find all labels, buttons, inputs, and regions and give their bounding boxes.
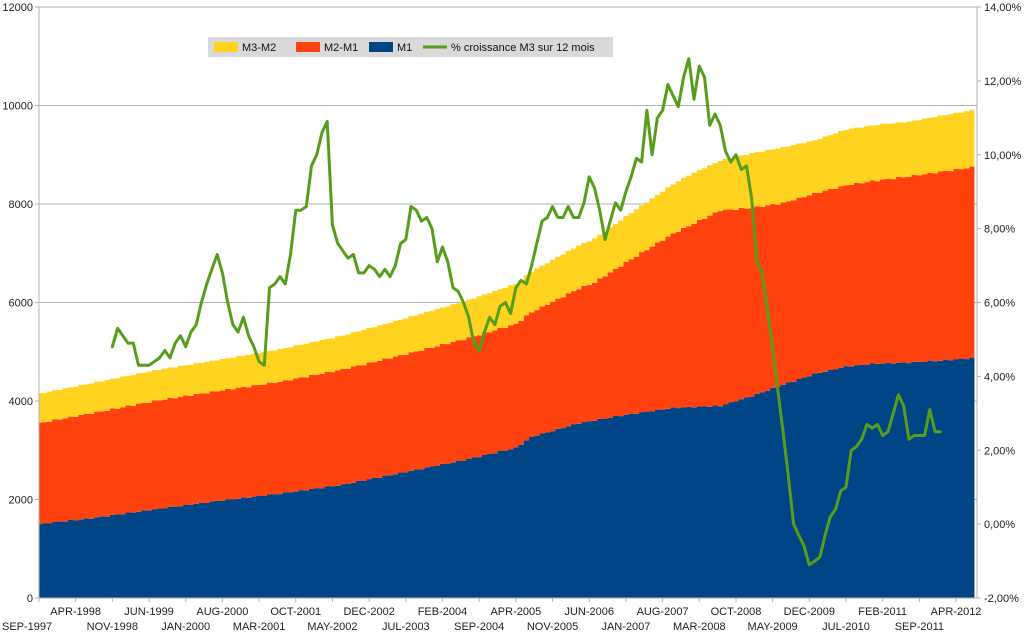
x-tick-label: AUG-2007: [637, 606, 689, 618]
y-tick-label: 0: [27, 593, 33, 605]
x-tick-label: NOV-2005: [527, 621, 578, 633]
x-tick-label: APR-2012: [931, 606, 982, 618]
y-tick-label: 12000: [2, 2, 33, 14]
x-tick-label: OCT-2008: [711, 606, 762, 618]
y2-tick-label: 10,00%: [984, 150, 1022, 162]
y-axis-left: 0 2000 4000 6000 8000 10000 12000: [2, 2, 39, 605]
x-tick-label: JUL-2003: [382, 621, 430, 633]
x-tick-label: AUG-2000: [196, 606, 248, 618]
x-axis: SEP-1997 APR-1998 NOV-1998 JUN-1999 JAN-2000…: [2, 598, 981, 633]
x-tick-label: JAN-2007: [601, 621, 650, 633]
y2-tick-label: -2,00%: [984, 593, 1019, 605]
x-tick-label: DEC-2009: [784, 606, 835, 618]
growth-line-layer: [110, 57, 942, 567]
y2-tick-label: 4,00%: [984, 371, 1015, 383]
x-tick-label: SEP-2004: [454, 621, 504, 633]
x-tick-label: NOV-1998: [87, 621, 138, 633]
y2-tick-label: 12,00%: [984, 76, 1022, 88]
y2-tick-label: 8,00%: [984, 224, 1015, 236]
y-tick-label: 4000: [9, 396, 33, 408]
legend-label-croissance-m3-sur-12-mois: % croissance M3 sur 12 mois: [451, 42, 595, 54]
x-tick-label: MAR-2008: [673, 621, 726, 633]
legend: M3-M2 M2-M1 M1 % croissance M3 sur 12 mois: [208, 37, 613, 57]
y-tick-label: 8000: [9, 199, 33, 211]
y2-tick-label: 2,00%: [984, 445, 1015, 457]
area-m2-m1: [39, 166, 975, 525]
stacked-areas: [39, 110, 975, 598]
x-tick-label: SEP-1997: [2, 621, 52, 633]
x-tick-label: MAR-2001: [233, 621, 286, 633]
x-tick-label: SEP-2011: [895, 621, 944, 633]
x-tick-label: APR-2005: [490, 606, 541, 618]
area-m1: [39, 357, 975, 598]
x-tick-label: OCT-2001: [270, 606, 321, 618]
legend-swatch-m3-m2: [214, 42, 238, 52]
area-m3-m2: [39, 110, 975, 423]
x-tick-label: FEB-2011: [858, 606, 907, 618]
x-tick-label: JUN-2006: [564, 606, 614, 618]
x-tick-label: MAY-2002: [307, 621, 357, 633]
y-axis-right: -2,00% 0,00% 2,00% 4,00% 6,00% 8,00% 10,00% 12,…: [977, 2, 1022, 605]
x-tick-label: JUL-2010: [822, 621, 870, 633]
x-tick-label: DEC-2002: [343, 606, 394, 618]
x-tick-label: JAN-2000: [161, 621, 210, 633]
legend-label-m3-m2: M3-M2: [242, 42, 276, 54]
y2-tick-label: 14,00%: [984, 2, 1022, 14]
y2-tick-label: 0,00%: [984, 519, 1015, 531]
line-m3-growth: [110, 57, 942, 567]
x-tick-label: MAY-2009: [748, 621, 798, 633]
legend-swatch-m2-m1: [296, 42, 320, 52]
y2-tick-label: 6,00%: [984, 298, 1015, 310]
legend-label-m1: M1: [397, 42, 412, 54]
legend-swatch-m1: [369, 42, 393, 52]
y-tick-label: 10000: [2, 101, 33, 113]
x-tick-label: FEB-2004: [418, 606, 468, 618]
y-tick-label: 2000: [9, 495, 33, 507]
legend-label-m2-m1: M2-M1: [324, 42, 358, 54]
x-tick-label: JUN-1999: [124, 606, 174, 618]
x-tick-label: APR-1998: [50, 606, 101, 618]
y-tick-label: 6000: [9, 298, 33, 310]
